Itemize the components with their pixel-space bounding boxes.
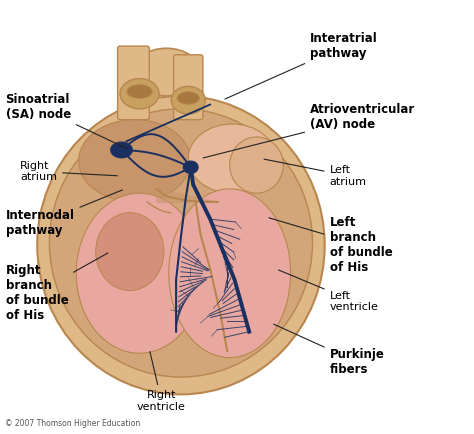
Text: Atrioventricular
(AV) node: Atrioventricular (AV) node [203, 103, 415, 158]
Text: Interatrial
pathway: Interatrial pathway [225, 32, 378, 99]
Text: Right
ventricle: Right ventricle [137, 352, 186, 412]
Ellipse shape [49, 109, 312, 377]
Ellipse shape [79, 120, 191, 202]
Text: Right
atrium: Right atrium [20, 161, 117, 182]
Text: Left
branch
of bundle
of His: Left branch of bundle of His [269, 216, 392, 274]
Text: Right
branch
of bundle
of His: Right branch of bundle of His [6, 253, 108, 322]
Ellipse shape [230, 137, 283, 193]
Ellipse shape [132, 48, 201, 96]
Text: Purkinje
fibers: Purkinje fibers [273, 324, 384, 376]
Text: © 2007 Thomson Higher Education: © 2007 Thomson Higher Education [5, 419, 141, 428]
Text: Left
atrium: Left atrium [264, 159, 366, 187]
Ellipse shape [111, 142, 132, 158]
Ellipse shape [76, 193, 203, 353]
Ellipse shape [183, 161, 198, 173]
Ellipse shape [177, 92, 200, 104]
Text: Sinoatrial
(SA) node: Sinoatrial (SA) node [6, 93, 128, 149]
Ellipse shape [169, 189, 291, 358]
Ellipse shape [171, 86, 205, 114]
FancyBboxPatch shape [173, 55, 203, 120]
Ellipse shape [188, 124, 276, 193]
Ellipse shape [37, 96, 325, 395]
FancyBboxPatch shape [118, 46, 149, 120]
Ellipse shape [96, 213, 164, 290]
Ellipse shape [127, 85, 152, 99]
Text: Internodal
pathway: Internodal pathway [6, 190, 122, 237]
Text: Left
ventricle: Left ventricle [279, 270, 378, 312]
Ellipse shape [120, 79, 159, 109]
